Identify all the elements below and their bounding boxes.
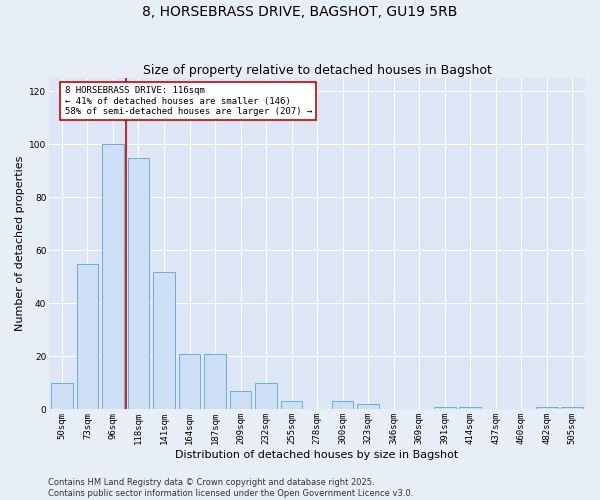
Bar <box>460 407 481 410</box>
Bar <box>281 402 302 409</box>
Bar <box>357 404 379 409</box>
Bar <box>102 144 124 410</box>
Bar <box>179 354 200 410</box>
Bar <box>128 158 149 410</box>
Bar <box>204 354 226 410</box>
X-axis label: Distribution of detached houses by size in Bagshot: Distribution of detached houses by size … <box>175 450 459 460</box>
Bar <box>51 383 73 409</box>
Bar <box>77 264 98 410</box>
Y-axis label: Number of detached properties: Number of detached properties <box>15 156 25 332</box>
Bar <box>153 272 175 409</box>
Bar <box>536 407 557 410</box>
Bar <box>332 402 353 409</box>
Bar <box>255 383 277 409</box>
Text: 8, HORSEBRASS DRIVE, BAGSHOT, GU19 5RB: 8, HORSEBRASS DRIVE, BAGSHOT, GU19 5RB <box>142 5 458 19</box>
Text: Contains HM Land Registry data © Crown copyright and database right 2025.
Contai: Contains HM Land Registry data © Crown c… <box>48 478 413 498</box>
Title: Size of property relative to detached houses in Bagshot: Size of property relative to detached ho… <box>143 64 491 77</box>
Bar <box>562 407 583 410</box>
Text: 8 HORSEBRASS DRIVE: 116sqm
← 41% of detached houses are smaller (146)
58% of sem: 8 HORSEBRASS DRIVE: 116sqm ← 41% of deta… <box>65 86 312 116</box>
Bar <box>434 407 455 410</box>
Bar <box>230 391 251 409</box>
